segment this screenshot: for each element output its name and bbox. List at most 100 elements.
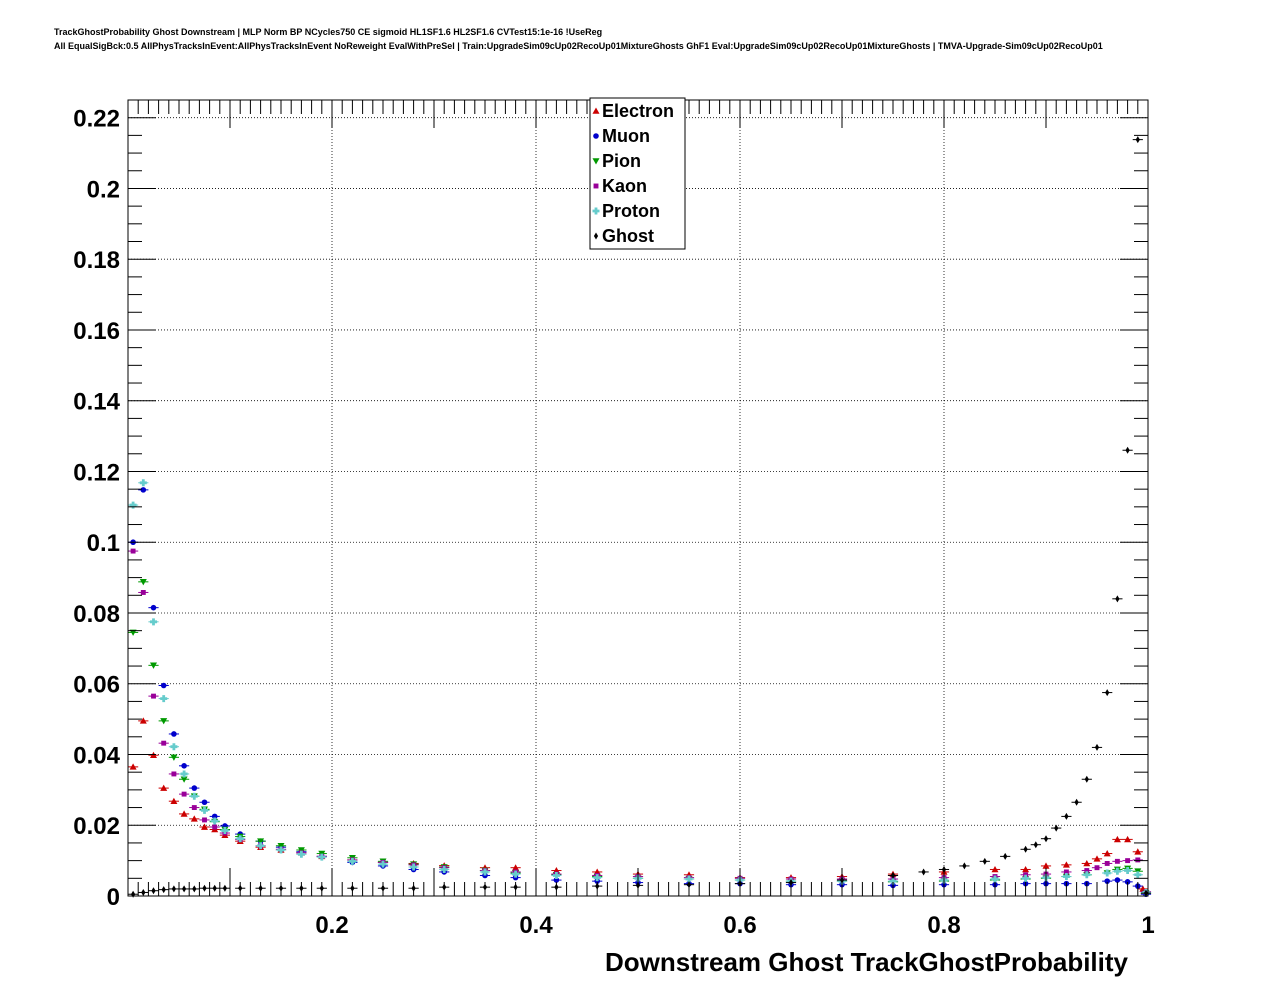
data-point: [191, 785, 198, 791]
data-point: [181, 791, 187, 797]
data-point: [180, 770, 188, 778]
legend-marker: [592, 158, 600, 165]
data-point: [1064, 812, 1069, 820]
legend-box: [589, 97, 686, 250]
data-point: [1134, 871, 1142, 879]
data-point: [221, 827, 229, 835]
data-point: [171, 731, 177, 737]
chart-title-line-2: All EqualSigBck:0.5 AllPhysTracksInEvent…: [54, 41, 1103, 51]
data-point: [257, 842, 265, 850]
data-point: [1084, 775, 1089, 783]
series-kaon: [128, 548, 1152, 895]
data-point: [297, 850, 305, 858]
x-tick-label: 0.4: [519, 912, 553, 939]
data-point: [1104, 878, 1110, 884]
data-point: [1103, 869, 1111, 877]
data-point: [150, 604, 157, 611]
data-point: [277, 842, 285, 850]
data-point: [1114, 858, 1120, 864]
data-point: [236, 835, 244, 843]
data-point: [348, 857, 356, 865]
data-point: [191, 805, 197, 811]
legend-marker: [592, 207, 600, 215]
y-tick-label: 0.08: [73, 601, 120, 628]
data-point: [201, 806, 209, 814]
data-point: [201, 823, 208, 830]
data-point: [982, 857, 987, 865]
data-point: [212, 884, 217, 892]
data-point: [129, 501, 137, 509]
data-point: [139, 579, 147, 586]
data-point: [161, 740, 167, 746]
legend-item-pion: Pion: [592, 151, 641, 171]
legend-item-ghost: Ghost: [593, 226, 654, 246]
data-point: [1143, 889, 1149, 897]
data-point: [1083, 859, 1091, 867]
axis-ticks: 0.2 0.4 0.6 0.8 1 0 0.02 0.04 0.06 0.08 0.1 0.12 0.1…: [73, 99, 1155, 939]
data-point: [1103, 850, 1111, 857]
data-point: [1023, 872, 1029, 878]
data-point: [170, 754, 178, 761]
series-muon: [128, 487, 1152, 898]
x-tick-label: 1: [1141, 912, 1154, 939]
data-point: [161, 886, 166, 894]
data-point: [212, 824, 218, 830]
data-point: [481, 868, 489, 876]
data-point: [1023, 845, 1028, 853]
data-point: [890, 871, 896, 879]
legend-item-electron: Electron: [592, 101, 674, 121]
x-tick-label: 0.6: [723, 912, 756, 939]
legend-label: Pion: [602, 151, 641, 171]
data-point: [1062, 873, 1070, 881]
data-point: [257, 838, 265, 845]
legend-label: Muon: [602, 126, 650, 146]
data-point: [379, 860, 387, 868]
legend-label: Ghost: [602, 226, 654, 246]
legend-label: Proton: [602, 201, 660, 221]
data-point: [889, 877, 897, 885]
data-point: [171, 885, 176, 893]
y-tick-label: 0.14: [73, 389, 120, 416]
data-point: [181, 763, 187, 769]
data-point: [1124, 867, 1132, 875]
series-proton: [128, 479, 1152, 896]
legend-item-kaon: Kaon: [593, 176, 647, 196]
data-point: [190, 792, 198, 800]
data-point: [1125, 858, 1131, 864]
data-point: [1125, 446, 1130, 454]
legend-marker: [592, 107, 600, 114]
x-tick-label: 0.2: [315, 912, 348, 939]
data-point: [1114, 877, 1121, 883]
data-point: [1104, 861, 1110, 866]
y-tick-label: 0.12: [73, 459, 120, 486]
data-point: [962, 862, 967, 870]
data-point: [129, 629, 137, 636]
data-point: [222, 884, 227, 892]
data-point: [151, 693, 156, 699]
legend-marker: [593, 183, 599, 189]
data-point: [160, 682, 167, 689]
data-point: [151, 887, 156, 895]
legend-label: Electron: [602, 101, 674, 121]
data-point: [1083, 871, 1091, 879]
data-point: [410, 863, 418, 871]
data-point: [1084, 868, 1090, 873]
data-point: [160, 695, 168, 703]
data-point: [991, 875, 999, 883]
x-axis-title: Downstream Ghost TrackGhostProbability: [605, 947, 1129, 977]
data-point: [190, 815, 198, 822]
data-point: [512, 864, 520, 871]
data-point: [685, 875, 693, 883]
data-point: [1022, 874, 1030, 882]
data-point: [1022, 865, 1030, 873]
data-point: [139, 479, 147, 487]
data-point: [202, 817, 207, 823]
data-point: [1124, 879, 1131, 885]
data-point: [129, 763, 137, 770]
data-point: [180, 810, 188, 817]
x-tick-label: 0.8: [927, 912, 960, 939]
series-ghost: [128, 136, 1152, 898]
legend-item-muon: Muon: [593, 126, 650, 146]
data-point: [318, 853, 326, 861]
